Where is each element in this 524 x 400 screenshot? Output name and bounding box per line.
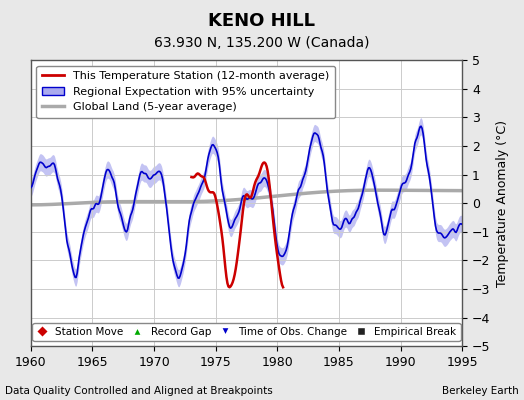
Legend: Station Move, Record Gap, Time of Obs. Change, Empirical Break: Station Move, Record Gap, Time of Obs. C… — [32, 323, 461, 341]
Text: KENO HILL: KENO HILL — [209, 12, 315, 30]
Text: Berkeley Earth: Berkeley Earth — [442, 386, 519, 396]
Y-axis label: Temperature Anomaly (°C): Temperature Anomaly (°C) — [496, 120, 509, 287]
Text: 63.930 N, 135.200 W (Canada): 63.930 N, 135.200 W (Canada) — [154, 36, 370, 50]
Text: Data Quality Controlled and Aligned at Breakpoints: Data Quality Controlled and Aligned at B… — [5, 386, 273, 396]
